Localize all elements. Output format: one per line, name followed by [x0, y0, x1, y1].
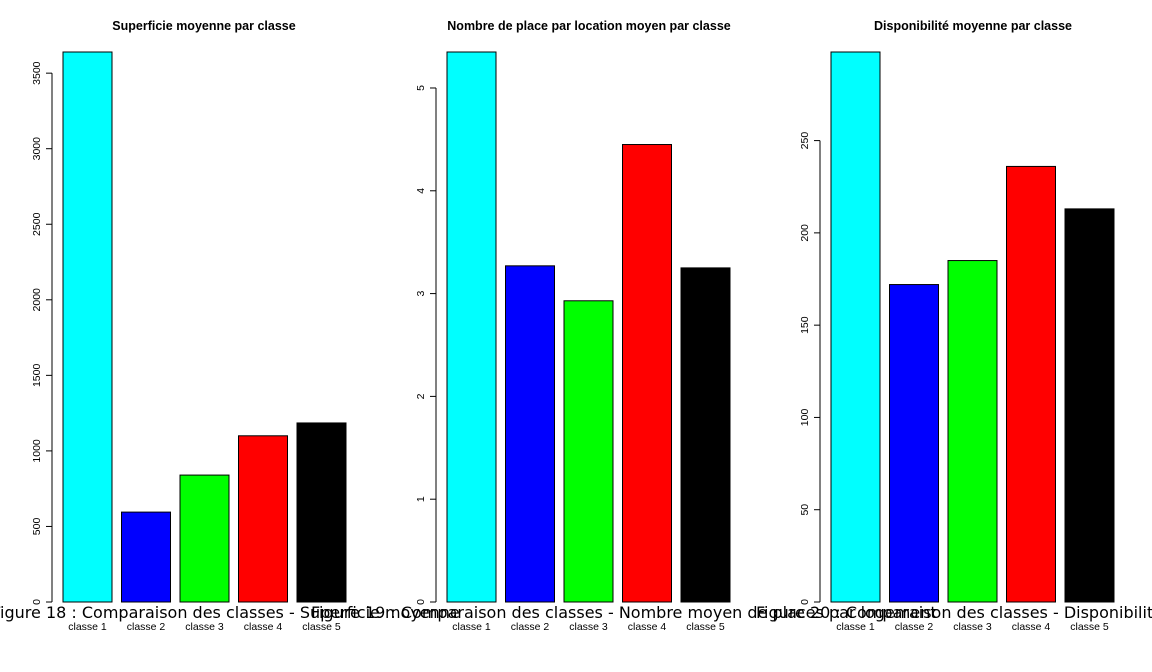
chart-panel-2: Nombre de place par location moyen par c… — [415, 19, 731, 633]
chart-panels: Superficie moyenne par classe05001000150… — [31, 19, 1115, 633]
bar-classe-1 — [830, 51, 881, 603]
x-category-label: classe 3 — [569, 621, 608, 633]
x-category-label: classe 3 — [185, 621, 224, 633]
y-tick-label: 2 — [415, 393, 427, 399]
y-tick-label: 3 — [415, 291, 427, 297]
x-category-label: classe 5 — [686, 621, 725, 633]
y-tick-label: 100 — [799, 409, 811, 427]
bar-classe-3 — [179, 474, 230, 603]
figure-caption: Figure 19 : Comparaison des classes - No… — [311, 603, 937, 622]
y-tick-label: 3000 — [31, 137, 43, 161]
bar-classe-4 — [1006, 165, 1056, 603]
x-category-label: classe 1 — [68, 621, 107, 633]
y-tick-label: 0 — [415, 599, 427, 605]
bar-classe-1 — [446, 51, 497, 603]
bar-classe-4 — [238, 435, 288, 603]
y-tick-label: 5 — [415, 85, 427, 91]
chart-title: Nombre de place par location moyen par c… — [447, 19, 730, 33]
y-tick-label: 200 — [799, 224, 811, 242]
x-category-label: classe 5 — [1070, 621, 1109, 633]
x-category-label: classe 5 — [302, 621, 341, 633]
y-tick-label: 1 — [415, 496, 427, 502]
x-category-label: classe 1 — [452, 621, 491, 633]
y-tick-label: 4 — [415, 188, 427, 194]
x-category-label: classe 4 — [244, 621, 283, 633]
figure-caption: Figure 20 : Comparaison des classes - Di… — [756, 603, 1152, 622]
figure-caption: Figure 18 : Comparaison des classes - Su… — [0, 603, 460, 622]
bar-classe-3 — [563, 300, 614, 603]
bar-classe-5 — [1064, 208, 1115, 603]
x-category-label: classe 1 — [836, 621, 875, 633]
bar-classe-2 — [505, 265, 555, 603]
bar-classe-2 — [889, 284, 939, 603]
y-tick-label: 2000 — [31, 288, 43, 312]
y-tick-label: 150 — [799, 316, 811, 334]
y-tick-label: 3500 — [31, 61, 43, 85]
x-category-label: classe 4 — [1012, 621, 1051, 633]
y-tick-label: 0 — [799, 599, 811, 605]
chart-title: Superficie moyenne par classe — [112, 19, 295, 33]
x-category-label: classe 3 — [953, 621, 992, 633]
x-category-label: classe 2 — [895, 621, 934, 633]
chart-panel-3: Disponibilité moyenne par classe 0 50 100 15… — [799, 19, 1115, 633]
figure-captions: Figure 18 : Comparaison des classes - Su… — [0, 603, 1152, 622]
bar-classe-2 — [121, 511, 171, 603]
bar-classe-1 — [62, 51, 113, 603]
y-tick-label: 1500 — [31, 364, 43, 388]
x-category-label: classe 4 — [628, 621, 667, 633]
y-tick-label: 50 — [799, 504, 811, 516]
bar-classe-3 — [947, 260, 998, 603]
chart-title: Disponibilité moyenne par classe — [874, 19, 1072, 33]
bar-classe-4 — [622, 144, 672, 603]
bar-classe-5 — [296, 422, 347, 603]
bar-classe-5 — [680, 267, 731, 603]
x-category-label: classe 2 — [127, 621, 166, 633]
y-tick-label: 1000 — [31, 439, 43, 463]
y-tick-label: 2500 — [31, 212, 43, 236]
y-tick-label: 250 — [799, 132, 811, 150]
y-tick-label: 500 — [31, 518, 43, 536]
x-category-label: classe 2 — [511, 621, 550, 633]
y-tick-label: 0 — [31, 599, 43, 605]
chart-panel-1: Superficie moyenne par classe 0 500 1000 150… — [31, 19, 347, 633]
